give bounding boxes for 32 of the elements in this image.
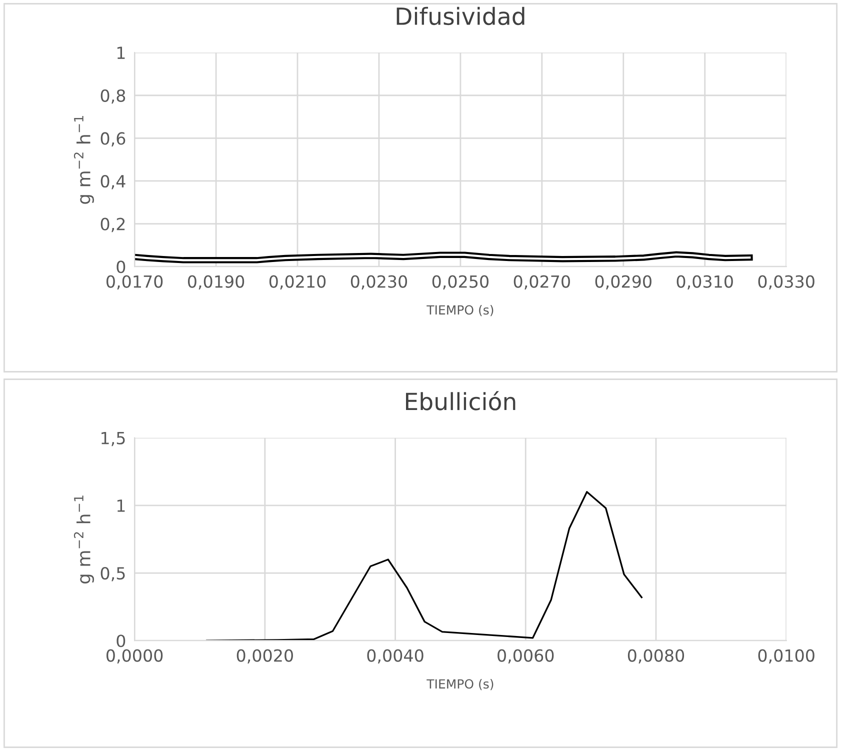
y-axis-title: g m$^{−2}$ h$^{−1}$ xyxy=(74,116,94,204)
line-series xyxy=(206,491,642,641)
x-axis-title: TIEMPO (s) xyxy=(426,678,494,690)
y-tick-label: 1 xyxy=(117,500,125,512)
x-tick-label: 0,0290 xyxy=(595,275,652,290)
x-tick-label: 0,0190 xyxy=(188,275,244,290)
y-axis-title: g m$^{−2}$ h$^{−1}$ xyxy=(74,496,94,584)
x-tick-label: 0,0330 xyxy=(758,275,814,290)
x-tick-label: 0,0040 xyxy=(367,649,424,664)
y-tick-label: 0,6 xyxy=(100,132,126,146)
y-tick-label: 0,2 xyxy=(100,218,125,232)
x-tick-label: 0,0000 xyxy=(106,649,163,664)
x-tick-label: 0,0080 xyxy=(628,649,684,664)
x-tick-label: 0,0170 xyxy=(106,275,163,290)
y-tick-label: 1 xyxy=(117,46,125,59)
x-tick-label: 0,0020 xyxy=(236,649,293,664)
y-tick-label: 0 xyxy=(116,634,126,648)
x-tick-label: 0,0230 xyxy=(350,275,408,290)
chart-title: Ebullición xyxy=(406,391,516,410)
y-tick-label: 0,5 xyxy=(100,566,125,582)
x-tick-label: 0,0060 xyxy=(498,649,554,664)
y-tick-label: 0,4 xyxy=(100,174,126,190)
x-axis-title: TIEMPO (s) xyxy=(426,304,494,316)
x-tick-label: 0,0100 xyxy=(758,649,814,664)
chart-title: Difusividad xyxy=(396,6,524,26)
x-tick-label: 0,0210 xyxy=(269,275,326,290)
x-tick-label: 0,0310 xyxy=(676,275,733,290)
y-tick-label: 0 xyxy=(116,260,126,274)
x-tick-label: 0,0270 xyxy=(514,275,570,290)
y-tick-label: 1,5 xyxy=(102,432,125,446)
y-tick-label: 0,8 xyxy=(100,89,126,104)
x-tick-label: 0,0250 xyxy=(432,275,488,290)
